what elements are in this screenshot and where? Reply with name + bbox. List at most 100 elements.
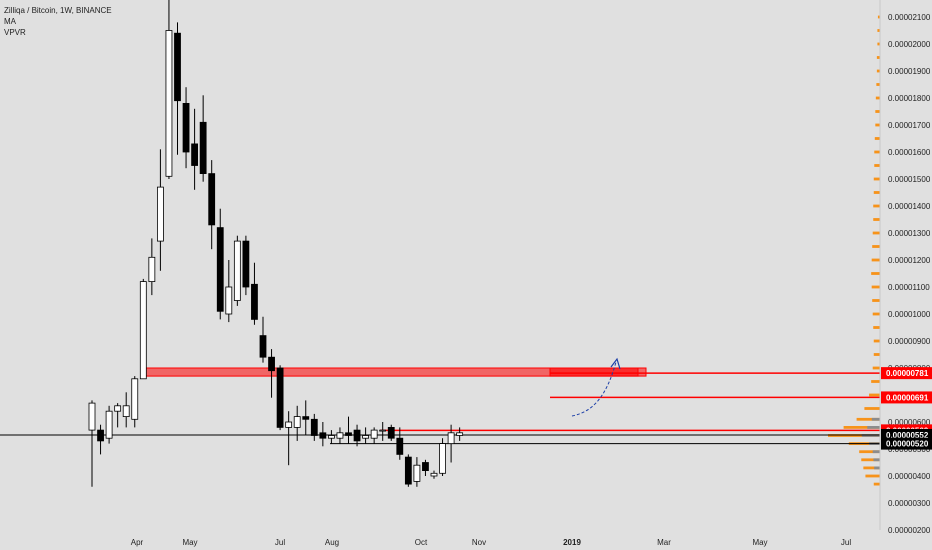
bull-candle (225, 286, 233, 315)
volume-bar (876, 56, 880, 59)
price-label-text: 0.00000552 (886, 431, 929, 440)
volume-bar (874, 137, 880, 140)
price-label-text: 0.00000781 (886, 369, 929, 378)
bull-candle (165, 30, 173, 177)
x-tick-label: May (182, 538, 197, 547)
volume-bar (873, 204, 880, 208)
bear-candle (242, 240, 250, 288)
x-tick-label: 2019 (563, 538, 581, 547)
bear-candle (182, 103, 190, 153)
bull-candle (148, 256, 156, 282)
volume-bar (872, 245, 880, 248)
volume-bar (871, 380, 880, 383)
price-label-box (881, 437, 932, 450)
bear-candle (251, 283, 258, 320)
x-tick-label: Nov (472, 538, 486, 547)
bull-candle (336, 432, 344, 439)
bull-candle (456, 432, 464, 436)
volume-bar (871, 258, 880, 262)
volume-bar (877, 29, 880, 32)
x-tick-label: Mar (657, 538, 671, 547)
volume-bar (877, 15, 880, 19)
y-tick-label: 0.00001500 (888, 175, 931, 184)
bear-candle (422, 462, 429, 472)
volume-bar (873, 482, 880, 486)
bull-candle (156, 186, 164, 242)
volume-bar (871, 285, 880, 289)
bull-candle (139, 281, 147, 380)
bear-candle (319, 432, 327, 439)
volume-bar (875, 110, 880, 113)
bear-candle (268, 356, 275, 372)
volume-bar (863, 466, 880, 470)
bear-candle (174, 32, 181, 102)
legend-vpvr[interactable]: VPVR (4, 28, 26, 37)
volume-bar (828, 434, 880, 437)
bull-candle (131, 378, 139, 420)
volume-bar (874, 164, 880, 167)
volume-bar (864, 407, 880, 410)
volume-bar (871, 272, 880, 275)
bear-candle (404, 456, 412, 485)
chart-legend: Zilliqa / Bitcoin, 1W, BINANCE MA VPVR (4, 5, 112, 38)
volume-bar (859, 450, 880, 454)
y-tick-label: 0.00002100 (888, 13, 931, 22)
y-tick-label: 0.00001700 (888, 121, 931, 130)
y-tick-label: 0.00000600 (888, 418, 931, 427)
resistance-zone (549, 367, 639, 377)
volume-bar (876, 69, 880, 73)
volume-bar-sell (871, 417, 880, 421)
bull-candle (327, 435, 335, 439)
volume-bar (843, 426, 880, 429)
bear-candle (345, 432, 352, 436)
volume-bar (877, 42, 880, 46)
time-axis[interactable]: Apr May Jul Aug Oct Nov 2019 Mar May Jul (131, 538, 852, 547)
volume-bar (869, 393, 880, 397)
bear-candle (259, 335, 267, 358)
bull-candle (430, 472, 438, 477)
volume-bar (873, 353, 880, 356)
x-tick-label: Apr (131, 538, 144, 547)
candles-layer (88, 0, 464, 487)
bull-candle (105, 410, 113, 439)
bull-candle (293, 416, 301, 428)
volume-bar (875, 123, 880, 127)
volume-bar-sell (861, 434, 880, 437)
bull-candle (439, 443, 446, 474)
volume-bar (873, 326, 880, 329)
y-tick-label: 0.00001300 (888, 229, 931, 238)
x-tick-label: Jul (841, 538, 851, 547)
volume-bar (865, 474, 880, 478)
y-tick-label: 0.00000200 (888, 526, 931, 535)
volume-bar (875, 96, 880, 100)
volume-bar (872, 231, 880, 235)
projection-arrow-head (610, 357, 621, 370)
y-tick-label: 0.00001900 (888, 67, 931, 76)
volume-bar-sell (867, 426, 880, 429)
bull-candle (285, 421, 293, 428)
bull-candle (379, 429, 387, 432)
bear-candle (353, 429, 361, 442)
y-tick-label: 0.00000300 (888, 499, 931, 508)
price-label-box (881, 391, 932, 404)
legend-ma[interactable]: MA (4, 17, 16, 26)
y-tick-label: 0.00001200 (888, 256, 931, 265)
bull-candle (447, 432, 455, 444)
legend-title[interactable]: Zilliqa / Bitcoin, 1W, BINANCE (4, 6, 112, 15)
y-tick-label: 0.00000400 (888, 472, 931, 481)
volume-bar (873, 191, 880, 194)
price-label-box (881, 367, 932, 380)
projection-arrow (571, 357, 621, 417)
bear-candle (310, 418, 318, 436)
x-tick-label: Jul (275, 538, 285, 547)
level-lines (0, 372, 880, 445)
bear-candle (199, 121, 207, 175)
volume-bar (872, 366, 880, 370)
bull-candle (370, 429, 378, 439)
zones-layer (145, 367, 647, 377)
bull-candle (233, 240, 241, 301)
x-tick-label: Oct (415, 538, 428, 547)
y-tick-label: 0.00002000 (888, 40, 931, 49)
